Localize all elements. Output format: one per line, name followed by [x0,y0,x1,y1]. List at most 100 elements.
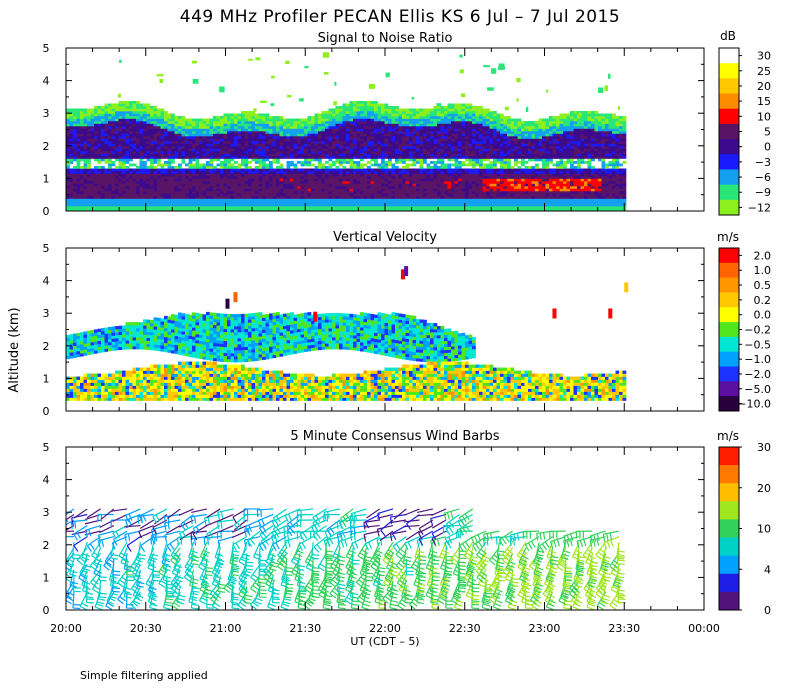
snr-cell [426,153,431,157]
snr-cell [164,118,168,122]
snr-cell [181,141,186,144]
snr-cell [496,151,501,154]
snr-cell [468,108,473,112]
snr-cell [496,113,501,117]
snr-cell [430,176,434,179]
snr-cell [167,148,172,152]
snr-cell [311,168,315,172]
snr-cell [321,116,326,119]
snr-cell [171,136,175,139]
snr-cell [290,123,294,127]
snr-cell [381,158,385,162]
snr-cell [111,128,116,132]
snr-cell [227,153,231,157]
snr-cell [293,123,298,127]
snr-cell [150,161,154,164]
snr-cell [185,193,189,197]
snr-cell [83,188,88,192]
snr-cell [192,198,196,202]
snr-cell [181,131,186,134]
snr-cell [482,198,487,202]
snr-cell [251,203,256,207]
snr-cell [321,208,326,211]
snr-cell [454,133,459,137]
snr-cell [188,206,193,209]
snr-cell [258,191,263,194]
snr-cell [136,143,140,147]
snr-cell [374,133,378,137]
snr-cell [101,106,105,109]
snr-cell [244,148,249,152]
snr-cell [367,136,371,139]
snr-cell [472,181,476,184]
snr-cell [465,133,469,137]
snr-cell [423,138,427,142]
snr-cell [262,193,266,197]
snr-cell [412,173,417,177]
snr-cell [104,171,109,174]
snr-cell [496,161,501,164]
snr-cell [419,123,424,127]
snr-cell [87,171,91,174]
snr-cell [461,196,466,199]
snr-cell [122,123,126,127]
snr-cell [213,166,217,169]
snr-cell [276,193,280,197]
snr-cell [482,126,487,129]
snr-cell [475,113,480,117]
snr-cell [328,166,333,169]
snr-cell [90,128,95,132]
snr-cell [258,188,263,192]
snr-cell [353,146,357,149]
snr-cell [118,108,123,112]
snr-cell [153,181,158,184]
snr-cell [136,198,140,202]
snr-cell [318,136,322,139]
snr-cell [90,126,95,129]
snr-cell [164,116,168,119]
snr-cell [500,191,504,194]
snr-cell [346,138,350,142]
snr-cell [160,188,165,192]
snr-cell [181,208,186,211]
snr-cell [405,136,410,139]
snr-cell [300,126,305,129]
snr-cell [307,181,312,184]
snr-cell [363,188,368,192]
snr-cell [241,131,245,134]
snr-cell [507,178,511,182]
snr-cell [384,191,389,194]
snr-cell [241,193,245,197]
snr-cell [482,128,487,132]
snr-cell [73,166,77,169]
snr-cell [146,141,151,144]
snr-cell [94,121,98,124]
snr-cell [269,168,273,172]
snr-cell [143,113,147,117]
snr-cell [461,156,466,159]
snr-cell [335,148,340,152]
snr-cell [472,151,476,154]
snr-cell [146,193,151,197]
snr-cell [475,188,480,192]
snr-cell [146,133,151,137]
snr-cell [80,113,84,117]
snr-cell [405,206,410,209]
snr-cell [409,191,413,194]
snr-cell [328,196,333,199]
snr-cell [356,108,361,112]
snr-cell [164,153,168,157]
snr-cell [360,196,364,199]
snr-cell [437,183,441,187]
snr-cell [108,121,112,124]
snr-cell [139,143,144,147]
snr-cell [486,183,490,187]
snr-cell [111,146,116,149]
snr-cell [447,111,452,114]
snr-cell [402,166,406,169]
snr-cell [370,136,375,139]
snr-cell [115,131,119,134]
snr-cell [111,153,116,157]
snr-cell [444,118,448,122]
snr-cell [454,181,459,184]
